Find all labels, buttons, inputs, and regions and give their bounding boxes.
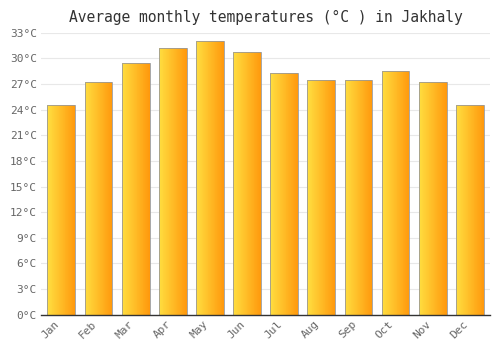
Bar <box>196 41 224 315</box>
Bar <box>308 80 335 315</box>
Title: Average monthly temperatures (°C ) in Jakhaly: Average monthly temperatures (°C ) in Ja… <box>68 10 462 25</box>
Bar <box>84 82 112 315</box>
Bar <box>344 80 372 315</box>
Bar <box>159 48 186 315</box>
Bar <box>456 105 484 315</box>
Bar <box>233 52 261 315</box>
Bar <box>122 63 150 315</box>
Bar <box>419 82 446 315</box>
Bar <box>48 105 75 315</box>
Bar <box>270 73 298 315</box>
Bar <box>382 71 409 315</box>
